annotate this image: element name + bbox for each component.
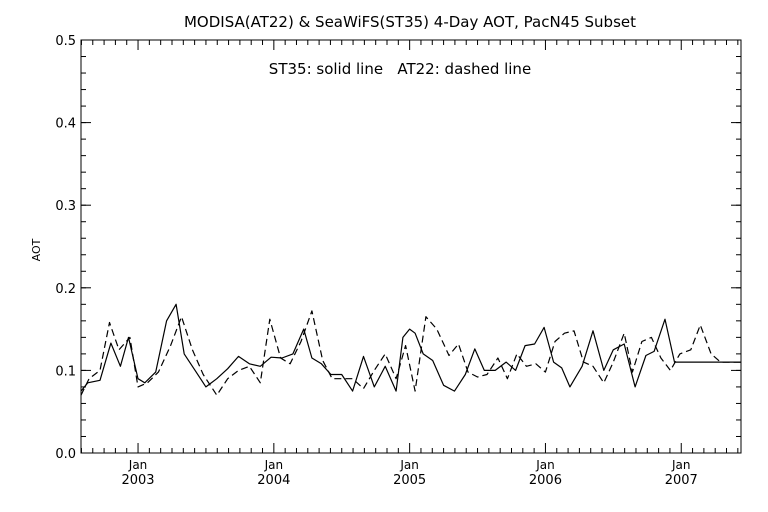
series-line-st35 — [80, 303, 741, 392]
x-tick-month-label: Jan — [399, 458, 419, 472]
plot-frame — [80, 39, 742, 454]
x-tick-month-label: Jan — [264, 458, 284, 472]
series-line-at22 — [80, 310, 741, 396]
x-tick-year-label: 2003 — [121, 473, 154, 488]
x-tick-year-label: 2004 — [257, 473, 290, 488]
y-tick-label: 0.2 — [55, 282, 76, 297]
line-style-annotation: ST35: solid line AT22: dashed line — [269, 60, 531, 78]
y-tick-label: 0.5 — [55, 34, 76, 49]
y-tick-label: 0.3 — [55, 199, 76, 214]
x-tick-year-label: 2006 — [529, 473, 562, 488]
x-tick-month-label: Jan — [128, 458, 148, 472]
y-tick-label: 0.0 — [55, 447, 76, 462]
x-tick-year-label: 2007 — [665, 473, 698, 488]
x-tick-month-label: Jan — [671, 458, 691, 472]
y-axis-label: AOT — [30, 238, 43, 261]
y-tick-label: 0.4 — [55, 117, 76, 132]
chart-title: MODISA(AT22) & SeaWiFS(ST35) 4-Day AOT, … — [184, 13, 636, 31]
x-tick-month-label: Jan — [535, 458, 555, 472]
series-layer — [80, 303, 741, 396]
y-axis: 0.0 0.1 0.2 0.3 0.4 0.5 — [55, 34, 741, 462]
x-tick-year-label: 2005 — [393, 473, 426, 488]
y-tick-label: 0.1 — [55, 364, 76, 379]
